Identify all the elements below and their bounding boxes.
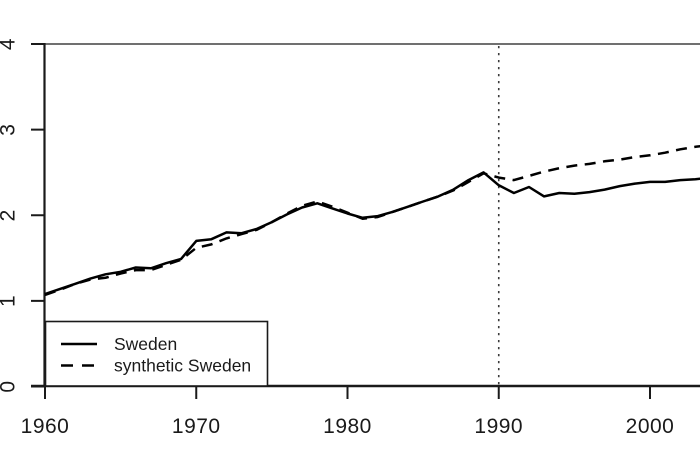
legend: Sweden synthetic Sweden — [44, 320, 269, 387]
series-line-sweden — [44, 171, 700, 296]
y-tick-label: 0 — [0, 380, 20, 392]
y-tick-label: 1 — [0, 295, 20, 307]
legend-label-sweden: Sweden — [114, 334, 177, 354]
y-tick-label: 4 — [0, 38, 20, 50]
legend-box — [44, 320, 269, 387]
legend-label-synthetic-sweden: synthetic Sweden — [114, 356, 251, 376]
x-tick-label: 2000 — [626, 415, 675, 438]
axis-ticks: 1960 1970 1980 1990 2000 0 1 2 3 4 — [0, 38, 674, 438]
x-tick-label: 1980 — [323, 415, 372, 438]
data-series — [44, 144, 700, 297]
series-line-synthetic-sweden — [44, 144, 700, 297]
y-tick-label: 2 — [0, 209, 20, 221]
x-tick-label: 1990 — [474, 415, 523, 438]
x-tick-label: 1970 — [172, 415, 221, 438]
y-tick-label: 3 — [0, 124, 20, 136]
x-tick-label: 1960 — [21, 415, 70, 438]
